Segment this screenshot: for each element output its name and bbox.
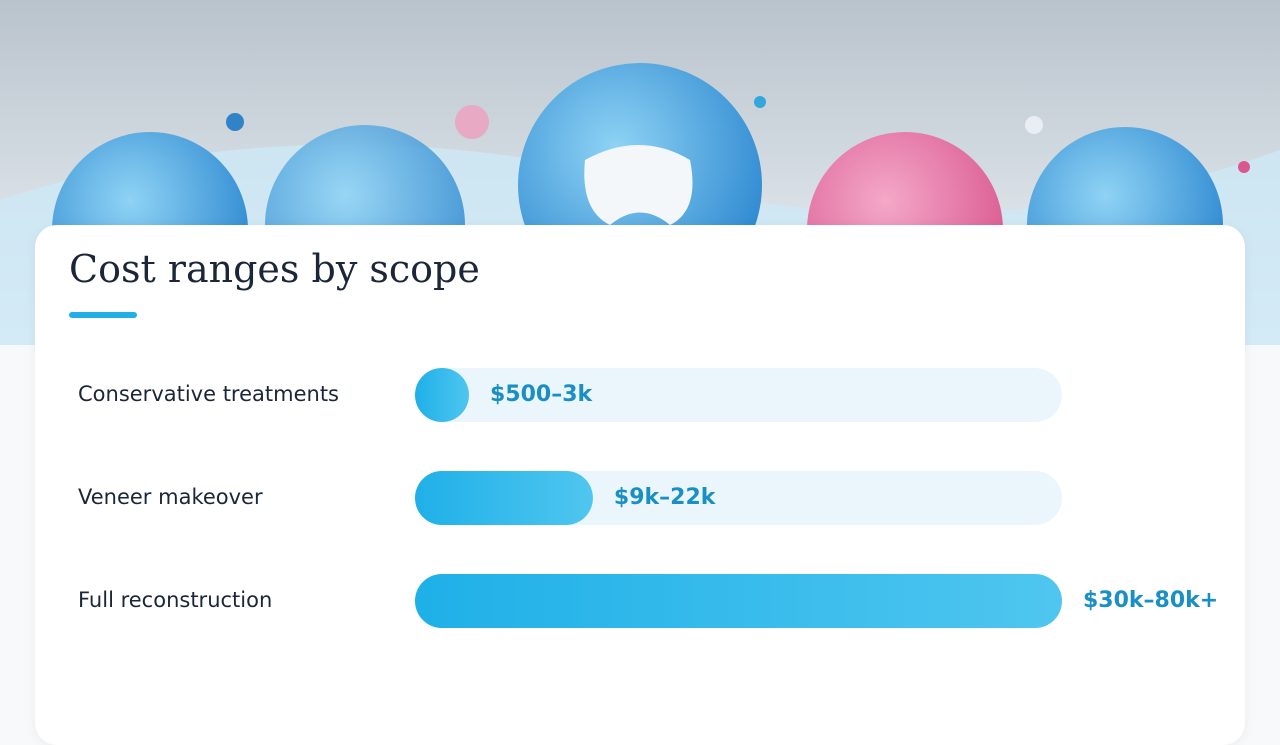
value-label: $9k–22k bbox=[614, 485, 717, 510]
title-accent bbox=[69, 312, 137, 318]
page: {"chart_data": {"type": "bar", "orientat… bbox=[0, 0, 1280, 628]
bar bbox=[415, 471, 593, 525]
value-label: $30k–80k+ bbox=[1083, 588, 1218, 613]
chart-title: Cost ranges by scope bbox=[69, 247, 480, 291]
category-label: Conservative treatments bbox=[78, 382, 339, 406]
category-label: Veneer makeover bbox=[78, 485, 263, 509]
bar bbox=[415, 574, 1062, 628]
value-label: $500–3k bbox=[490, 382, 594, 407]
bar bbox=[415, 368, 469, 422]
bar-track bbox=[415, 368, 1062, 422]
category-label: Full reconstruction bbox=[78, 588, 272, 612]
chart: Conservative treatments $500–3k Veneer mak… bbox=[78, 368, 1218, 628]
